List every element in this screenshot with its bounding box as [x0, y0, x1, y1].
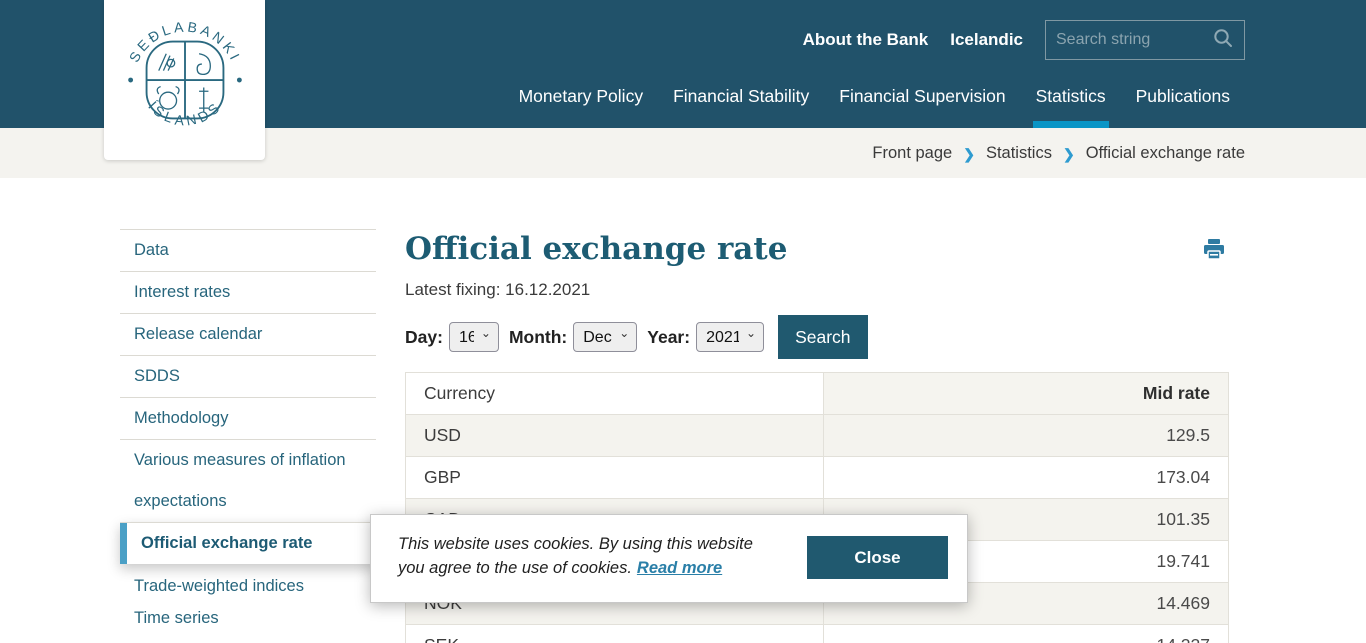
breadcrumb-current: Official exchange rate — [1085, 143, 1245, 162]
sidebar-item-sdds[interactable]: SDDS — [120, 355, 376, 397]
cookie-banner: This website uses cookies. By using this… — [370, 514, 968, 603]
mid-rate-cell: 129.5 — [823, 414, 1229, 457]
mid-rate-cell: 14.227 — [823, 624, 1229, 643]
cookie-text-line1: This website uses cookies. By using this… — [398, 535, 753, 553]
column-header-mid-rate: Mid rate — [823, 372, 1229, 415]
sidebar-item-official-exchange-rate[interactable]: Official exchange rate — [120, 522, 376, 564]
year-label: Year: — [647, 326, 691, 347]
mid-rate-cell: 173.04 — [823, 456, 1229, 499]
sidebar-item-time-series[interactable]: Time series — [134, 609, 219, 627]
month-select[interactable]: Dec — [573, 322, 638, 352]
table-row: SEK 14.227 — [405, 624, 1229, 643]
cookie-text-line2: you agree to the use of cookies. — [398, 559, 632, 577]
utility-nav: About the Bank Icelandic — [803, 20, 1245, 60]
sidebar-item-release-calendar[interactable]: Release calendar — [120, 313, 376, 355]
table-header-row: Currency Mid rate — [405, 372, 1229, 415]
search-box[interactable] — [1045, 20, 1245, 60]
search-icon[interactable] — [1212, 27, 1234, 54]
sidebar-subsection: Trade-weighted indices Time series Revis… — [120, 570, 376, 643]
nav-financial-stability[interactable]: Financial Stability — [673, 86, 810, 106]
month-label: Month: — [508, 326, 568, 347]
year-select[interactable]: 2021 — [696, 322, 765, 352]
page-title: Official exchange rate — [405, 231, 788, 267]
search-button[interactable]: Search — [778, 315, 868, 359]
print-button[interactable] — [1199, 236, 1229, 267]
sidebar-item-data[interactable]: Data — [120, 229, 376, 271]
printer-icon — [1204, 239, 1224, 260]
nav-statistics[interactable]: Statistics — [1032, 86, 1109, 128]
sedlabanki-seal-icon: SEÐLABANKI ÍSLANDS — [125, 18, 242, 129]
search-input[interactable] — [1056, 31, 1206, 49]
read-more-link[interactable]: Read more — [636, 559, 723, 577]
column-header-currency: Currency — [405, 372, 824, 415]
nav-monetary-policy[interactable]: Monetary Policy — [518, 86, 644, 106]
title-row: Official exchange rate — [405, 230, 1229, 268]
nav-publications[interactable]: Publications — [1135, 86, 1230, 106]
sidebar-item-interest-rates[interactable]: Interest rates — [120, 271, 376, 313]
main-nav: Monetary Policy Financial Stability Fina… — [519, 86, 1230, 128]
breadcrumb-front-page[interactable]: Front page — [872, 143, 953, 162]
exchange-rate-date-form: Day: 16 ⌄ Month: Dec ⌄ Year: 2021 ⌄ — [405, 315, 1229, 359]
sidebar-item-methodology[interactable]: Methodology — [120, 397, 376, 439]
bank-logo[interactable]: SEÐLABANKI ÍSLANDS — [104, 0, 265, 160]
about-the-bank-link[interactable]: About the Bank — [802, 30, 929, 49]
latest-fixing-text: Latest fixing: 16.12.2021 — [405, 280, 591, 299]
cookie-close-button[interactable]: Close — [807, 536, 948, 579]
currency-cell: GBP — [405, 456, 824, 499]
table-row: GBP 173.04 — [405, 456, 1229, 499]
sidebar-item-inflation-expectations[interactable]: Various measures of inflation expectatio… — [120, 439, 376, 522]
nav-financial-supervision[interactable]: Financial Supervision — [839, 86, 1006, 106]
breadcrumb: Front page ❯ Statistics ❯ Official excha… — [872, 128, 1245, 178]
breadcrumb-statistics[interactable]: Statistics — [985, 143, 1052, 162]
sidebar-item-trade-weighted-indices[interactable]: Trade-weighted indices — [134, 577, 304, 595]
table-row: USD 129.5 — [405, 414, 1229, 457]
chevron-right-icon: ❯ — [963, 145, 975, 162]
day-select[interactable]: 16 — [448, 322, 499, 352]
sidebar: Data Interest rates Release calendar SDD… — [120, 229, 376, 643]
language-toggle-icelandic[interactable]: Icelandic — [950, 30, 1023, 49]
mid-rate-cell: 14.469 — [823, 582, 1229, 625]
currency-cell: SEK — [405, 624, 824, 643]
sidebar-item-revised-currency-baskets[interactable]: Revised currency baskets — [120, 634, 376, 643]
chevron-right-icon: ❯ — [1062, 145, 1075, 162]
day-label: Day: — [405, 326, 443, 347]
currency-cell: USD — [405, 414, 824, 457]
